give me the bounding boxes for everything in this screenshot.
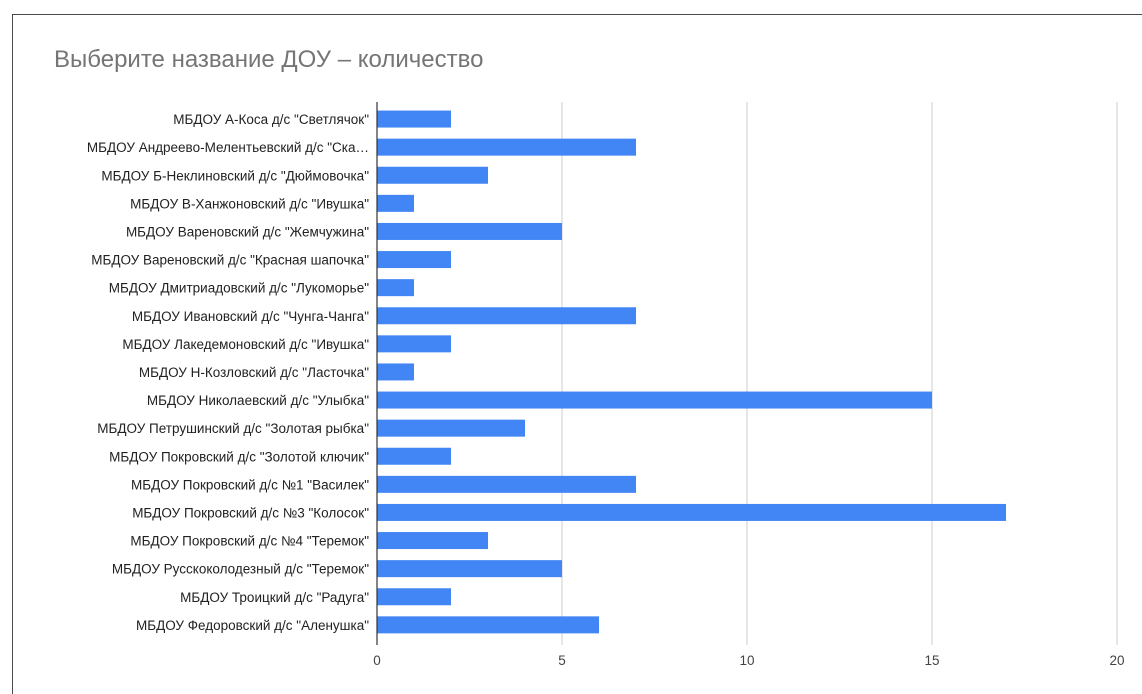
bar-9: [377, 363, 414, 381]
category-label-11: МБДОУ Петрушинский д/с "Золотая рыбка": [97, 421, 369, 436]
bar-14: [377, 503, 1006, 521]
bar-10: [377, 391, 932, 409]
bar-4: [377, 222, 562, 240]
bar-2: [377, 166, 488, 184]
category-label-17: МБДОУ Троицкий д/с "Радуга": [180, 590, 369, 605]
category-label-14: МБДОУ Покровский д/с №3 "Колосок": [132, 505, 369, 520]
bar-chart: МБДОУ А-Коса д/с "Светлячок" МБДОУ Андрее…: [87, 102, 1125, 668]
category-label-6: МБДОУ Дмитриадовский д/с "Лукоморье": [109, 281, 369, 296]
bar-1: [377, 138, 636, 156]
bar-0: [377, 110, 451, 128]
category-label-10: МБДОУ Николаевский д/с "Улыбка": [147, 393, 369, 408]
category-label-15: МБДОУ Покровский д/с №4 "Теремок": [130, 534, 369, 549]
bar-15: [377, 532, 488, 550]
category-label-0: МБДОУ А-Коса д/с "Светлячок": [173, 112, 369, 127]
chart-title: Выберите название ДОУ – количество: [54, 46, 484, 73]
bar-16: [377, 560, 562, 578]
category-label-12: МБДОУ Покровский д/с "Золотой ключик": [109, 449, 369, 464]
bar-17: [377, 588, 451, 606]
category-label-3: МБДОУ В-Ханжоновский д/с "Ивушка": [130, 196, 369, 211]
x-tick-label-10: 10: [739, 653, 754, 668]
bar-3: [377, 194, 414, 212]
bar-5: [377, 251, 451, 269]
bar-8: [377, 335, 451, 353]
category-label-7: МБДОУ Ивановский д/с "Чунга-Чанга": [132, 309, 369, 324]
x-tick-label-0: 0: [373, 653, 381, 668]
bar-12: [377, 447, 451, 465]
bar-11: [377, 419, 525, 437]
category-label-16: МБДОУ Русскоколодезный д/с "Теремок": [112, 562, 369, 577]
bar-6: [377, 279, 414, 297]
x-tick-label-20: 20: [1109, 653, 1124, 668]
bar-13: [377, 475, 636, 493]
category-label-8: МБДОУ Лакедемоновский д/с "Ивушка": [122, 337, 369, 352]
category-label-2: МБДОУ Б-Неклиновский д/с "Дюймовочка": [101, 168, 369, 183]
bar-7: [377, 307, 636, 325]
chart-frame: [12, 14, 1142, 694]
bar-18: [377, 616, 599, 634]
category-label-13: МБДОУ Покровский д/с №1 "Василек": [131, 477, 369, 492]
category-label-9: МБДОУ Н-Козловский д/с "Ласточка": [139, 365, 369, 380]
category-label-4: МБДОУ Вареновский д/с "Жемчужина": [126, 224, 369, 239]
x-tick-label-5: 5: [558, 653, 566, 668]
category-label-5: МБДОУ Вареновский д/с "Красная шапочка": [91, 253, 369, 268]
category-label-1: МБДОУ Андреево-Мелентьевский д/с "Ска…: [87, 140, 369, 155]
category-label-18: МБДОУ Федоровский д/с "Аленушка": [136, 618, 369, 633]
x-tick-label-15: 15: [924, 653, 939, 668]
